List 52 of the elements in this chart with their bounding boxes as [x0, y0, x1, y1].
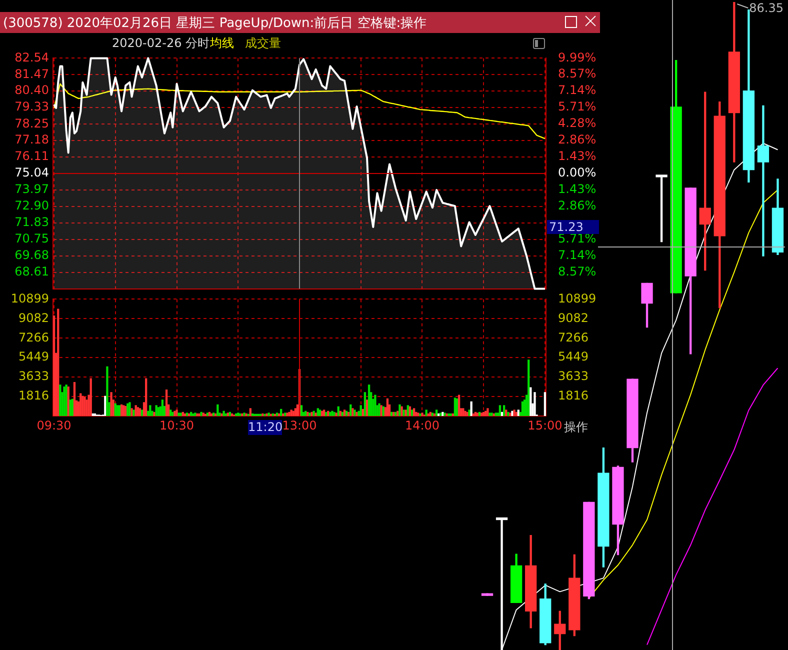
y2-tick-label: 1.43% — [558, 149, 596, 164]
y-tick-label: 80.40 — [14, 83, 49, 98]
annotation: 86.35 — [749, 1, 784, 16]
x-tick-label: 15:00 — [528, 418, 562, 432]
y2-tick-label: 1816 — [558, 388, 589, 403]
y2-tick-label: 2.86% — [558, 198, 596, 213]
chart-subtitle: 2020-02-26 分时 — [112, 36, 210, 51]
y2-tick-label: 5449 — [558, 350, 589, 364]
x-tick-label: 10:30 — [159, 418, 194, 432]
y2-tick-label: 5.71% — [558, 232, 596, 246]
y2-tick-label: 9.99% — [558, 50, 596, 64]
y2-tick-label: 9082 — [558, 310, 589, 325]
y-tick-label: 79.33 — [14, 100, 49, 114]
y2-tick-label: 7.14% — [558, 83, 596, 98]
y-tick-label: 5449 — [18, 350, 49, 364]
y-tick-label: 72.90 — [14, 198, 49, 213]
y2-tick-label: 8.57% — [558, 264, 596, 279]
y-tick-label: 77.18 — [14, 132, 49, 147]
y-tick-label: 68.61 — [14, 264, 49, 278]
y-tick-label: 69.68 — [14, 248, 49, 262]
y2-tick-label: 0.00% — [558, 166, 596, 180]
y2-tick-label: 4.28% — [558, 116, 596, 130]
y-tick-label: 10899 — [10, 291, 49, 306]
annotation: 71.23 — [547, 220, 599, 234]
y-tick-label: 70.75 — [14, 232, 49, 246]
annotation: 操作 — [564, 420, 588, 434]
y2-tick-label: 8.57% — [558, 66, 596, 81]
y-tick-label: 78.25 — [14, 116, 49, 130]
y2-tick-label: 3633 — [558, 369, 589, 384]
y-tick-label: 7266 — [18, 330, 49, 344]
x-tick-label: 13:00 — [282, 418, 317, 432]
y-tick-label: 76.11 — [14, 149, 49, 164]
text: 成交量 — [245, 36, 281, 51]
chart-title: (300578) 2020年02月26日 星期三 PageUp/Down:前后日 空格键:操作 — [3, 15, 427, 32]
y-tick-label: 82.54 — [14, 50, 49, 64]
x-tick-label: 09:30 — [36, 418, 72, 432]
y2-tick-label: 7266 — [558, 330, 589, 344]
x-tick-label: 14:00 — [404, 418, 440, 432]
y2-tick-label: 5.71% — [558, 100, 596, 114]
y2-tick-label: 2.86% — [558, 132, 596, 147]
y2-tick-label: 7.14% — [558, 248, 596, 262]
y-tick-label: 81.47 — [14, 66, 49, 81]
text: 11:20 — [248, 420, 283, 435]
y-tick-label: 73.97 — [14, 182, 49, 196]
y-tick-label: 3633 — [18, 369, 49, 384]
text: 均线 — [210, 36, 234, 51]
y2-tick-label: 10899 — [558, 291, 596, 306]
y-tick-label: 1816 — [18, 388, 49, 403]
y-tick-label: 9082 — [18, 310, 49, 325]
y2-tick-label: 1.43% — [558, 182, 596, 196]
y-tick-label: 75.04 — [14, 166, 49, 180]
y-tick-label: 71.83 — [14, 214, 49, 229]
